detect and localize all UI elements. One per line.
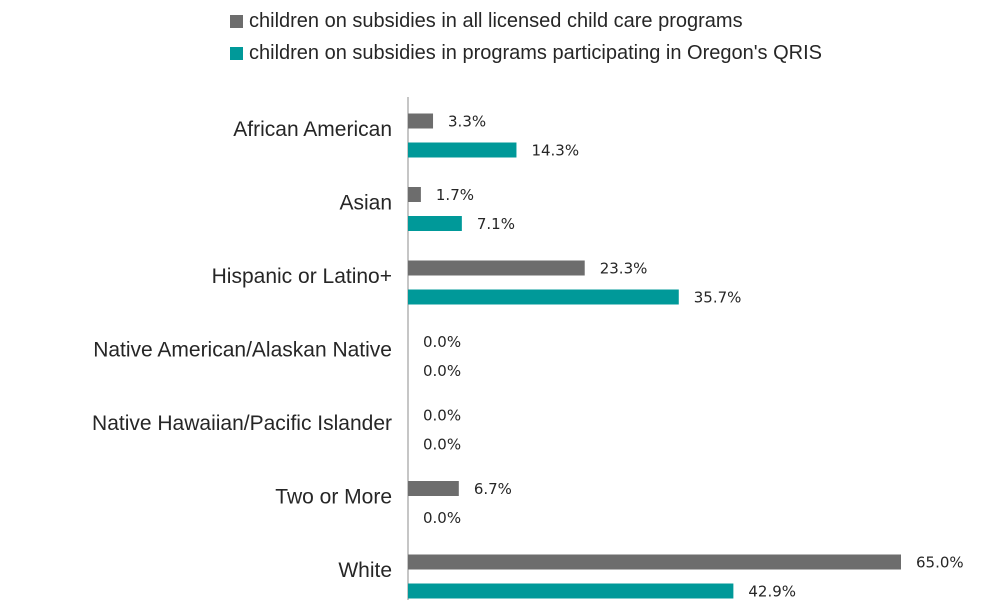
data-label: 0.0% — [423, 407, 461, 425]
data-label: 0.0% — [423, 509, 461, 527]
bar-qris — [408, 216, 462, 231]
legend-item-qris: children on subsidies in programs partic… — [230, 37, 822, 69]
legend-swatch-qris — [230, 46, 243, 60]
data-label: 42.9% — [748, 583, 796, 601]
bar-all-licensed — [408, 554, 901, 570]
bar-all-licensed — [408, 187, 421, 202]
bar-qris — [408, 289, 679, 305]
data-label: 6.7% — [474, 480, 512, 498]
category-label: Native Hawaiian/Pacific Islander — [92, 412, 392, 435]
data-label: 35.7% — [694, 289, 742, 307]
data-label: 3.3% — [448, 113, 486, 131]
legend-swatch-all-licensed — [230, 14, 243, 28]
bar-qris — [408, 583, 734, 599]
bar-qris — [408, 142, 517, 158]
data-label: 1.7% — [436, 186, 474, 204]
data-label: 23.3% — [600, 260, 648, 278]
category-label: African American — [233, 118, 392, 141]
bar-all-licensed — [408, 481, 459, 496]
legend-item-all-licensed: children on subsidies in all licensed ch… — [230, 5, 822, 37]
data-label: 0.0% — [423, 436, 461, 454]
category-label: Hispanic or Latino+ — [212, 265, 392, 288]
legend-label-all-licensed: children on subsidies in all licensed ch… — [249, 9, 743, 32]
bar-all-licensed — [408, 260, 585, 276]
category-label: Two or More — [275, 486, 392, 509]
data-label: 14.3% — [531, 142, 579, 160]
legend: children on subsidies in all licensed ch… — [230, 5, 822, 69]
data-label: 0.0% — [423, 333, 461, 351]
category-label: Asian — [339, 192, 392, 215]
data-label: 7.1% — [477, 215, 515, 233]
data-label: 0.0% — [423, 362, 461, 380]
category-label: Native American/Alaskan Native — [93, 339, 392, 362]
category-label: White — [338, 559, 392, 582]
legend-label-qris: children on subsidies in programs partic… — [249, 41, 822, 64]
bar-all-licensed — [408, 113, 434, 129]
data-label: 65.0% — [916, 554, 964, 572]
